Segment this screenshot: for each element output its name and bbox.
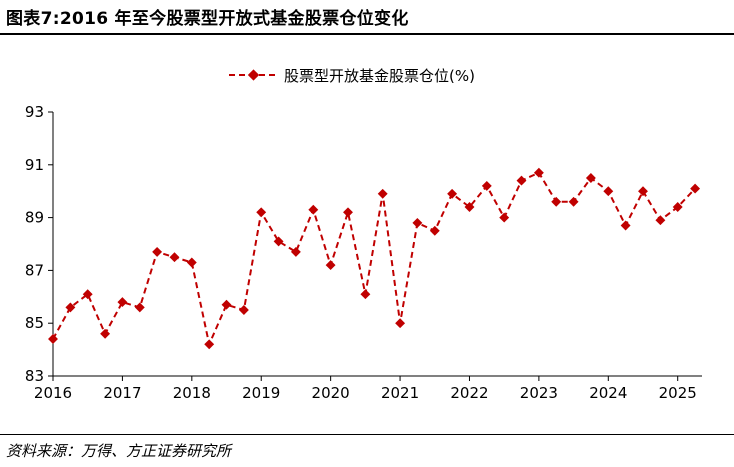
x-tick-label: 2022 (450, 384, 488, 402)
y-tick-label: 83 (25, 367, 44, 385)
data-point (221, 299, 232, 310)
series-line (52, 171, 696, 348)
chart-title: 图表7:2016 年至今股票型开放式基金股票仓位变化 (6, 9, 409, 29)
axes (52, 112, 702, 377)
data-point (551, 196, 562, 207)
data-point (395, 318, 406, 329)
x-tick-label: 2020 (312, 384, 350, 402)
legend-marker (247, 69, 260, 81)
data-point (638, 186, 648, 197)
data-point (152, 246, 163, 257)
y-tick-label: 91 (25, 156, 44, 174)
x-axis-ticks: 2016 2017 2018 2019 2020 2021 2022 2023 2024 2025 (34, 376, 697, 402)
data-point (325, 260, 336, 271)
data-point (690, 183, 701, 194)
data-point (429, 225, 440, 236)
data-point (256, 207, 267, 218)
x-tick-label: 2024 (589, 384, 627, 402)
y-tick-label: 89 (25, 209, 44, 227)
data-point (134, 302, 145, 313)
data-point (377, 188, 388, 199)
data-point (655, 215, 666, 226)
data-point (238, 305, 249, 315)
data-point (620, 220, 631, 231)
data-point (603, 186, 614, 197)
data-point (360, 289, 371, 300)
data-point (204, 339, 215, 350)
data-point (412, 217, 423, 228)
data-point (273, 236, 284, 247)
x-tick-label: 2025 (659, 384, 697, 402)
data-point (48, 334, 58, 344)
data-point (169, 252, 180, 263)
data-point (672, 202, 683, 212)
data-point (585, 173, 596, 183)
series-layer (48, 167, 701, 350)
y-tick-label: 93 (25, 103, 44, 121)
data-point (117, 297, 128, 308)
y-tick-label: 87 (25, 261, 44, 279)
x-tick-label: 2016 (34, 384, 72, 402)
data-point (308, 204, 319, 215)
data-point (516, 175, 527, 186)
x-tick-label: 2021 (381, 384, 419, 402)
top-rule (0, 33, 734, 35)
x-tick-label: 2023 (520, 384, 558, 402)
data-point (186, 257, 197, 268)
data-point (100, 328, 111, 339)
x-tick-label: 2019 (242, 384, 280, 402)
legend: 股票型开放基金股票仓位(%) (229, 67, 475, 85)
source-note: 资料来源：万得、方正证券研究所 (6, 442, 232, 460)
bottom-rule (0, 434, 734, 435)
x-tick-label: 2018 (173, 384, 211, 402)
y-tick-label: 85 (25, 314, 44, 332)
y-axis-ticks: 83 85 87 89 91 93 (25, 103, 53, 385)
data-point (343, 207, 353, 218)
data-point (533, 167, 544, 178)
legend-label: 股票型开放基金股票仓位(%) (284, 67, 475, 85)
x-tick-label: 2017 (103, 384, 141, 402)
data-point (290, 246, 301, 257)
data-point (499, 212, 510, 223)
data-point (481, 180, 492, 191)
data-point (568, 196, 579, 207)
